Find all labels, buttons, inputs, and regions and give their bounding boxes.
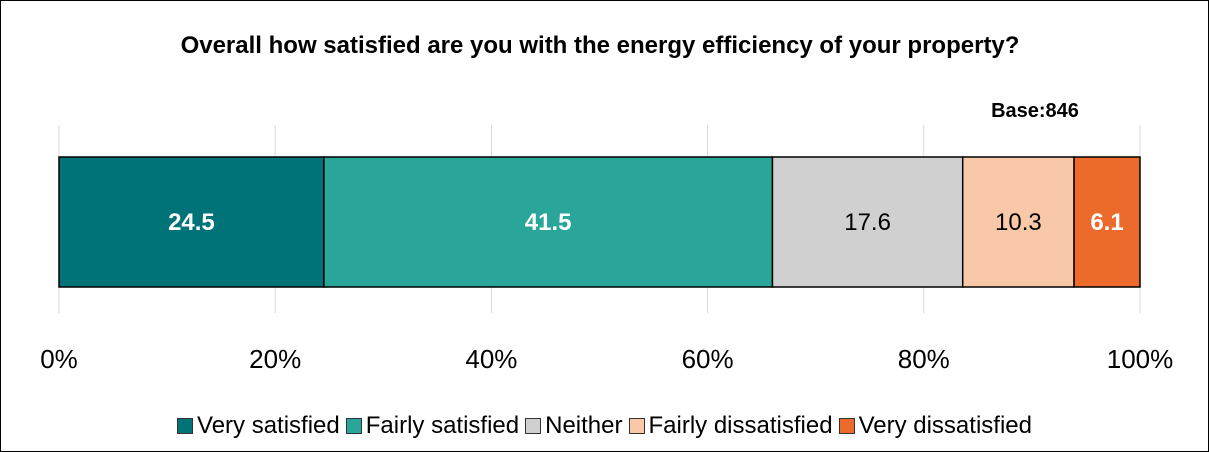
chart-plot: 24.5 41.5 17.6 10.3 6.1 0% 20% 40% 60% 80% 100% [40,125,1173,374]
legend-label: Fairly satisfied [365,412,520,439]
bar-segment [961,156,1075,288]
legend-label: Neither [545,412,623,439]
legend-swatch [838,418,855,434]
data-label: 10.3 [995,209,1042,236]
legend-label: Very dissatisfied [858,412,1032,439]
x-tick-label: 40% [465,344,517,374]
x-tick-label: 80% [898,344,950,374]
base-note: Base:846 [991,100,1079,122]
x-tick-label: 0% [40,344,78,374]
data-label: 41.5 [525,209,572,236]
data-label: 24.5 [168,209,215,236]
legend-swatch [525,418,542,434]
legend-item: Very satisfied [177,412,340,440]
legend-item: Very dissatisfied [838,412,1032,440]
data-label: 17.6 [844,209,891,236]
legend-label: Fairly dissatisfied [648,412,833,439]
chart-title: Overall how satisfied are you with the e… [180,32,1020,59]
bar-segment [771,156,964,288]
legend-swatch [177,418,194,434]
legend-item: Fairly satisfied [345,412,520,440]
x-tick-label: 60% [682,344,734,374]
tick-layer: 0% 20% 40% 60% 80% 100% [40,344,1173,374]
data-label: 6.1 [1090,209,1123,236]
x-tick-label: 20% [249,344,301,374]
bar-segment [1073,156,1141,288]
legend-item: Fairly dissatisfied [628,412,833,440]
legend-item: Neither [525,412,623,440]
legend: Very satisfied Fairly satisfied Neither Fai… [0,412,1209,441]
bar-segment [58,156,325,288]
x-tick-label: 100% [1107,344,1174,374]
legend-label: Very satisfied [197,412,340,439]
legend-swatch [628,418,645,434]
legend-swatch [345,418,362,434]
bar-layer: 24.5 41.5 17.6 10.3 6.1 [58,156,1141,288]
